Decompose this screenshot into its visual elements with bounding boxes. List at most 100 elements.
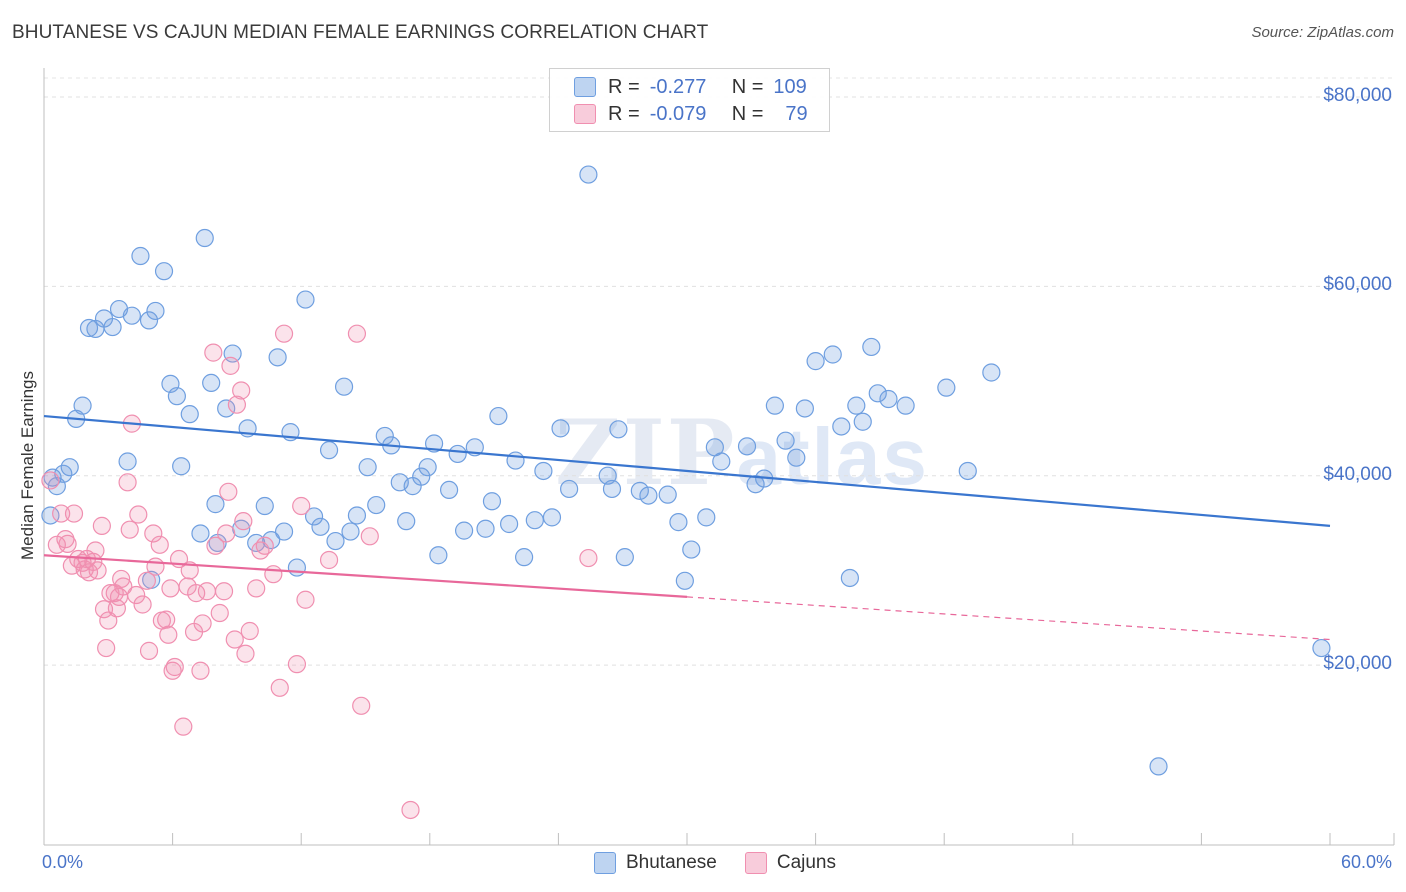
bottom-legend-swatch-bhutanese: [594, 852, 616, 874]
data-point-bhutanese: [776, 431, 795, 450]
data-point-cajuns: [165, 657, 184, 677]
data-point-cajuns: [255, 536, 274, 555]
data-point-bhutanese: [602, 479, 622, 499]
data-point-cajuns: [206, 536, 225, 555]
data-point-bhutanese: [217, 399, 236, 418]
legend: R = -0.277 N = 109 R = -0.079 N = 79: [549, 68, 830, 132]
data-point-bhutanese: [172, 457, 191, 476]
data-point-bhutanese: [806, 352, 825, 371]
y-tick-label: $40,000: [1323, 463, 1392, 485]
data-point-cajuns: [232, 381, 251, 400]
data-point-bhutanese: [506, 451, 525, 470]
legend-row-cajuns: R = -0.079 N = 79: [574, 101, 808, 127]
data-point-bhutanese: [1149, 757, 1168, 776]
data-point-bhutanese: [862, 337, 881, 357]
y-tick-label: $80,000: [1323, 84, 1392, 106]
data-point-bhutanese: [191, 524, 210, 543]
data-point-bhutanese: [765, 396, 784, 415]
data-point-bhutanese: [347, 506, 367, 525]
data-point-bhutanese: [296, 290, 315, 309]
data-point-bhutanese: [787, 448, 806, 467]
data-point-cajuns: [88, 561, 107, 580]
data-point-cajuns: [94, 600, 114, 619]
data-point-cajuns: [92, 516, 111, 535]
bottom-legend-swatch-cajuns: [744, 852, 767, 874]
legend-swatch-cajuns: [574, 104, 596, 124]
data-point-bhutanese: [823, 345, 842, 364]
data-point-cajuns: [247, 579, 266, 598]
data-point-cajuns: [347, 324, 367, 343]
data-point-bhutanese: [429, 546, 448, 565]
data-point-cajuns: [319, 550, 339, 570]
data-point-cajuns: [227, 395, 246, 414]
data-point-cajuns: [133, 595, 152, 614]
legend-r-value: -0.277: [649, 75, 707, 98]
legend-swatch-bhutanese: [574, 77, 596, 97]
data-point-bhutanese: [1312, 638, 1331, 658]
data-point-bhutanese: [418, 458, 437, 477]
data-point-bhutanese: [255, 496, 274, 516]
data-point-bhutanese: [534, 461, 553, 481]
data-point-bhutanese: [896, 396, 915, 415]
data-point-cajuns: [99, 611, 118, 630]
data-point-cajuns: [107, 599, 126, 618]
data-point-bhutanese: [304, 507, 324, 526]
data-point-bhutanese: [341, 522, 360, 541]
data-point-bhutanese: [358, 458, 377, 477]
data-point-bhutanese: [560, 479, 579, 499]
chart-source: Source: ZipAtlas.com: [1251, 24, 1394, 41]
data-point-bhutanese: [274, 522, 294, 541]
data-point-cajuns: [112, 569, 131, 589]
data-point-cajuns: [64, 504, 84, 523]
data-point-bhutanese: [515, 548, 534, 567]
data-point-cajuns: [274, 324, 294, 343]
data-point-cajuns: [41, 471, 60, 490]
data-point-bhutanese: [287, 558, 307, 577]
data-point-bhutanese: [476, 519, 495, 538]
data-point-bhutanese: [542, 508, 562, 527]
data-point-bhutanese: [131, 246, 150, 266]
data-point-cajuns: [52, 504, 71, 523]
x-tick-label-min: 0.0%: [42, 852, 84, 872]
data-point-bhutanese: [122, 306, 141, 325]
data-point-bhutanese: [397, 512, 416, 531]
data-point-cajuns: [204, 343, 223, 362]
data-point-bhutanese: [500, 514, 519, 534]
data-point-bhutanese: [424, 434, 444, 453]
data-point-bhutanese: [154, 262, 174, 281]
trend-line-cajuns: [43, 554, 688, 599]
data-point-cajuns: [150, 535, 169, 554]
bottom-legend-label: Bhutanese: [626, 852, 717, 873]
data-point-bhutanese: [682, 540, 701, 559]
legend-n-label: N =: [731, 75, 764, 98]
data-point-bhutanese: [958, 461, 977, 481]
legend-r-label: R =: [608, 102, 640, 125]
data-point-bhutanese: [840, 568, 859, 588]
data-point-cajuns: [146, 557, 165, 576]
data-point-cajuns: [264, 565, 283, 584]
data-point-bhutanese: [847, 396, 866, 415]
data-point-bhutanese: [206, 495, 225, 514]
data-point-bhutanese: [412, 467, 431, 486]
data-point-cajuns: [137, 571, 156, 590]
bottom-legend-cajuns: Cajuns: [744, 852, 836, 874]
data-point-bhutanese: [60, 458, 79, 477]
data-point-cajuns: [157, 610, 176, 629]
data-point-cajuns: [579, 548, 598, 568]
data-point-bhutanese: [832, 417, 851, 436]
data-point-bhutanese: [103, 317, 122, 337]
data-point-cajuns: [234, 512, 253, 531]
data-point-cajuns: [144, 524, 163, 543]
data-point-bhutanese: [868, 384, 887, 403]
data-point-bhutanese: [439, 480, 459, 500]
data-point-bhutanese: [448, 444, 467, 464]
data-point-cajuns: [184, 622, 204, 642]
data-point-bhutanese: [195, 228, 214, 248]
data-point-cajuns: [118, 473, 137, 492]
data-point-bhutanese: [334, 377, 354, 396]
data-point-bhutanese: [609, 420, 628, 439]
data-point-bhutanese: [712, 452, 731, 471]
data-point-cajuns: [191, 661, 210, 680]
data-point-cajuns: [114, 577, 133, 596]
